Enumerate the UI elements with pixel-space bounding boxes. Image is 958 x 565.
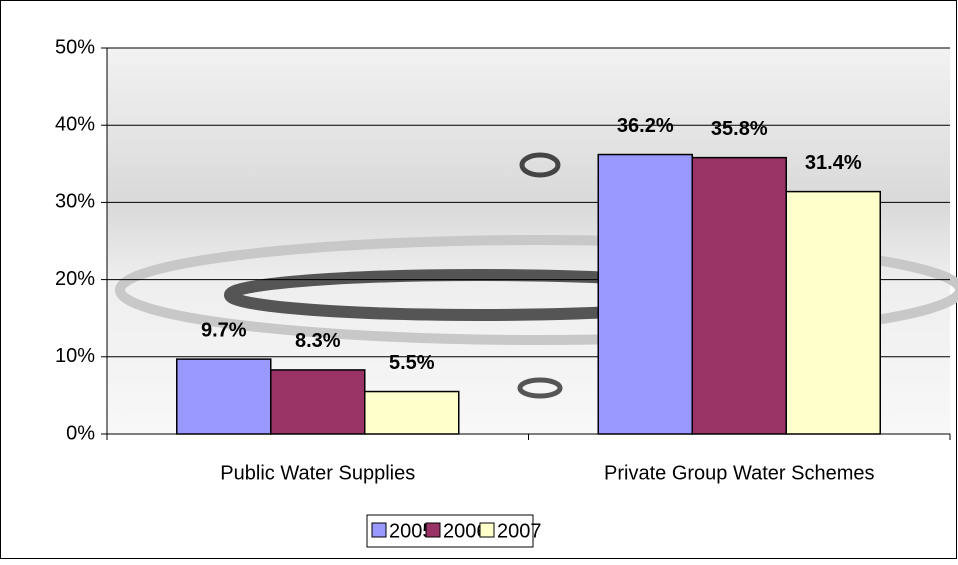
value-label: 5.5%	[389, 352, 435, 374]
value-label: 8.3%	[295, 330, 341, 352]
legend-label: 2007	[497, 520, 542, 542]
value-label: 36.2%	[617, 115, 674, 137]
bar	[270, 369, 366, 435]
y-tick-label: 30%	[55, 191, 95, 213]
y-tick-label: 0%	[66, 422, 95, 444]
value-label: 9.7%	[201, 319, 247, 341]
bar	[785, 190, 881, 435]
x-tick-label: Public Water Supplies	[220, 462, 415, 484]
x-tick-label: Private Group Water Schemes	[604, 462, 874, 484]
bar	[691, 156, 787, 435]
y-tick-label: 10%	[55, 345, 95, 367]
y-tick-label: 50%	[55, 36, 95, 58]
y-tick-label: 40%	[55, 113, 95, 135]
legend	[366, 514, 534, 548]
legend-swatch	[479, 522, 495, 538]
value-label: 31.4%	[805, 152, 862, 174]
legend-swatch	[371, 522, 387, 538]
y-tick-label: 20%	[55, 268, 95, 290]
bar	[364, 390, 460, 435]
legend-swatch	[425, 522, 441, 538]
legend-label: 2006	[443, 520, 488, 542]
bar	[176, 358, 272, 435]
legend-label: 2005	[389, 520, 434, 542]
value-label: 35.8%	[711, 118, 768, 140]
bar	[597, 153, 693, 435]
